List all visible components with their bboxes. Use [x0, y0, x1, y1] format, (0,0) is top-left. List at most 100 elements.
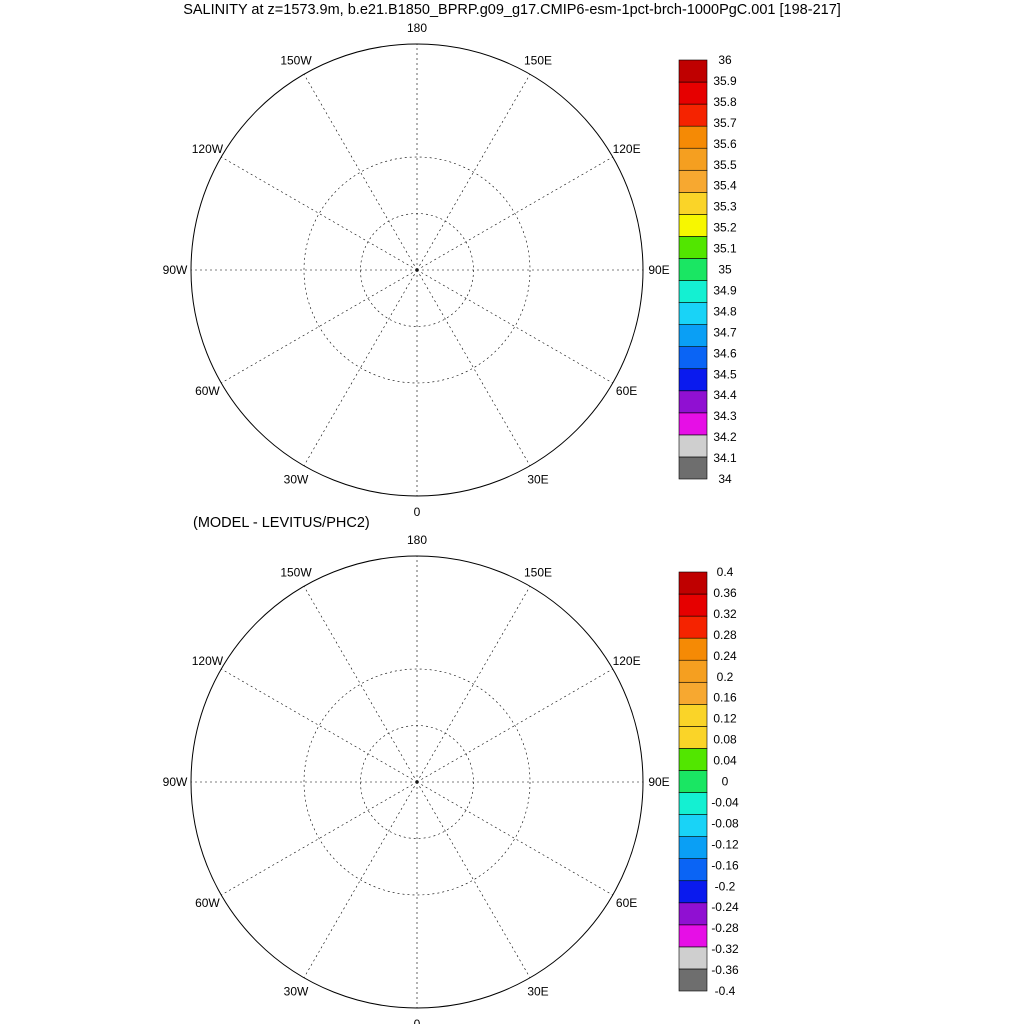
- colorbar-tick-label: 34.3: [713, 409, 737, 423]
- colorbar-tick-label: 34.2: [713, 430, 737, 444]
- colorbar-tick-label: -0.12: [711, 837, 739, 851]
- colorbar-swatch: [678, 368, 708, 392]
- colorbar-tick-label: 36: [718, 53, 732, 67]
- colorbar-tick-label: 35.7: [713, 116, 737, 130]
- colorbar-swatch: [678, 412, 708, 436]
- colorbar-swatch: [678, 902, 708, 926]
- colorbar-swatch: [678, 681, 708, 705]
- colorbar-tick-label: 0.2: [717, 670, 734, 684]
- colorbar-tick-label: 0.12: [713, 712, 737, 726]
- colorbar-swatch: [678, 637, 708, 661]
- colorbar-swatch: [678, 346, 708, 370]
- longitude-label: 0: [414, 505, 421, 519]
- colorbar-tick-label: 0.36: [713, 586, 737, 600]
- latitude-circle-1: [303, 668, 531, 896]
- longitude-label: 60E: [616, 896, 637, 910]
- colorbar-tick-label: 35: [718, 263, 732, 277]
- colorbar-swatch: [678, 324, 708, 347]
- colorbar-tick-label: 34.5: [713, 367, 737, 381]
- colorbar-swatch: [678, 858, 708, 882]
- colorbar: -0.4 -0.36 -0.32 -0.28 -0.24 -0.2 -0.16 -0.12 -0…: [678, 565, 739, 998]
- colorbar-swatch: [678, 704, 708, 727]
- colorbar-tick-label: 35.3: [713, 200, 737, 214]
- longitude-label: 120W: [192, 142, 224, 156]
- longitude-label: 60W: [195, 384, 220, 398]
- longitude-label: 90W: [163, 263, 188, 277]
- colorbar-tick-label: 0.08: [713, 733, 737, 747]
- colorbar-swatch: [678, 946, 708, 970]
- colorbar-swatch: [678, 659, 708, 683]
- colorbar-swatch: [678, 59, 708, 83]
- longitude-label: 0: [414, 1017, 421, 1024]
- longitude-label: 90W: [163, 775, 188, 789]
- longitude-label: 150W: [280, 53, 312, 67]
- longitude-label: 120E: [613, 142, 641, 156]
- colorbar-swatch: [678, 302, 708, 325]
- colorbar-tick-label: -0.32: [711, 942, 739, 956]
- colorbar-tick-label: 0.4: [717, 565, 734, 579]
- colorbar-swatch: [678, 792, 708, 815]
- colorbar-swatch: [678, 192, 708, 215]
- colorbar-swatch: [678, 147, 708, 171]
- longitude-label: 180: [407, 21, 427, 35]
- colorbar-tick-label: 35.2: [713, 221, 737, 235]
- longitude-label: 30E: [527, 985, 548, 999]
- longitude-label: 120W: [192, 654, 224, 668]
- longitude-label: 150E: [524, 53, 552, 67]
- colorbar-swatch: [678, 770, 708, 793]
- colorbar-swatch: [678, 236, 708, 259]
- colorbar-tick-label: 34.9: [713, 283, 737, 297]
- colorbar-swatch: [678, 814, 708, 837]
- colorbar-swatch: [678, 968, 708, 992]
- chart-title: SALINITY at z=1573.9m, b.e21.B1850_BPRP.…: [183, 2, 841, 18]
- longitude-label: 90E: [648, 263, 669, 277]
- colorbar-tick-label: -0.4: [715, 984, 736, 998]
- longitude-label: 150W: [280, 565, 312, 579]
- colorbar-tick-label: 35.8: [713, 95, 737, 109]
- colorbar-tick-label: -0.16: [711, 858, 739, 872]
- colorbar-tick-label: 0.32: [713, 607, 737, 621]
- colorbar-swatch: [678, 214, 708, 237]
- longitude-label: 60E: [616, 384, 637, 398]
- colorbar-swatch: [678, 924, 708, 948]
- longitude-label: 30E: [527, 473, 548, 487]
- colorbar-swatch: [678, 103, 708, 127]
- longitude-label: 90E: [648, 775, 669, 789]
- colorbar-swatch: [678, 593, 708, 617]
- colorbar-swatch: [678, 390, 708, 414]
- colorbar-tick-label: -0.36: [711, 963, 739, 977]
- colorbar-tick-label: 0.04: [713, 754, 737, 768]
- colorbar-tick-label: 35.9: [713, 74, 737, 88]
- longitude-label: 180: [407, 533, 427, 547]
- longitude-label: 60W: [195, 896, 220, 910]
- polar-map-2: 180 150E 120E 90E 60E 30E 0 30W 60W 90W 120W 150W -0…: [163, 533, 739, 1024]
- colorbar-tick-label: 35.5: [713, 158, 737, 172]
- colorbar-tick-label: 34: [718, 472, 732, 486]
- colorbar-swatch: [678, 726, 708, 749]
- longitude-label: 150E: [524, 565, 552, 579]
- colorbar-tick-label: 35.1: [713, 242, 737, 256]
- polar-map-1: 180 150E 120E 90E 60E 30E 0 30W 60W 90W 120W 150W 34…: [163, 21, 737, 519]
- colorbar-tick-label: -0.24: [711, 900, 739, 914]
- colorbar-swatch: [678, 169, 708, 193]
- colorbar-tick-label: 0.28: [713, 628, 737, 642]
- colorbar-tick-label: 35.4: [713, 179, 737, 193]
- colorbar-tick-label: 0: [722, 775, 729, 789]
- colorbar-tick-label: 34.4: [713, 388, 737, 402]
- colorbar-swatch: [678, 748, 708, 771]
- colorbar-swatch: [678, 258, 708, 281]
- colorbar-tick-label: -0.28: [711, 921, 739, 935]
- colorbar-swatch: [678, 81, 708, 105]
- longitude-label: 120E: [613, 654, 641, 668]
- chart-subtitle: (MODEL - LEVITUS/PHC2): [193, 515, 370, 531]
- colorbar-tick-label: 35.6: [713, 137, 737, 151]
- colorbar-swatch: [678, 880, 708, 904]
- colorbar: 34 34.1 34.2 34.3 34.4 34.5 34.6 34.7 34.8 34.9 35…: [678, 53, 737, 486]
- colorbar-swatch: [678, 125, 708, 149]
- colorbar-tick-label: 0.16: [713, 691, 737, 705]
- colorbar-tick-label: 34.1: [713, 451, 737, 465]
- colorbar-swatch: [678, 456, 708, 480]
- colorbar-swatch: [678, 280, 708, 303]
- longitude-label: 30W: [284, 473, 309, 487]
